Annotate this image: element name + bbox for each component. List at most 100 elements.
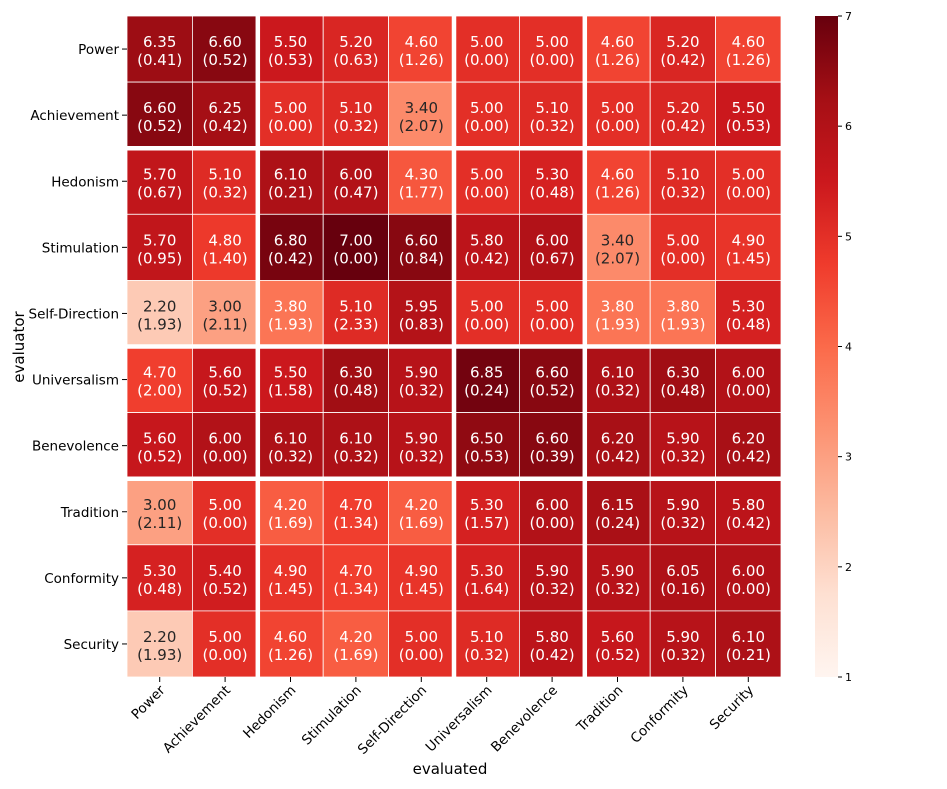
- cell-value-label: 5.00 (0.00): [726, 165, 771, 201]
- x-tick-label: Stimulation: [299, 683, 365, 749]
- cell-value-label: 6.10 (0.32): [333, 430, 378, 466]
- cell-value-label: 4.90 (1.45): [399, 562, 444, 598]
- cell-value-label: 5.00 (0.00): [399, 628, 444, 664]
- colorbar-tick-label: 3: [845, 451, 852, 464]
- y-tick-label: Hedonism: [51, 174, 119, 190]
- cell-value-label: 6.60 (0.39): [530, 430, 575, 466]
- x-axis-title: evaluated: [413, 760, 488, 778]
- cell-value-label: 5.00 (0.00): [530, 297, 575, 333]
- heatmap-cell: [649, 544, 717, 612]
- cell-value-label: 5.00 (0.00): [530, 33, 575, 69]
- heatmap-cell: [715, 544, 782, 612]
- heatmap-cell: [519, 610, 586, 678]
- colorbar-tick-label: 2: [845, 561, 852, 574]
- cell-value-label: 5.50 (0.53): [268, 33, 313, 69]
- cell-value-label: 4.60 (1.26): [595, 165, 640, 201]
- y-tick-label: Power: [78, 42, 119, 58]
- heatmap-cell: [519, 147, 586, 215]
- heatmap-cell: [388, 544, 455, 612]
- cell-value-label: 5.30 (0.48): [726, 297, 771, 333]
- colorbar: 1 2 3 4 5 6 7: [815, 10, 852, 684]
- cell-value-label: 6.10 (0.32): [268, 430, 313, 466]
- colorbar-tick-label: 1: [845, 671, 852, 684]
- cell-value-label: 6.50 (0.53): [464, 430, 509, 466]
- cell-value-label: 5.90 (0.32): [399, 430, 444, 466]
- heatmap-cell: [126, 147, 193, 215]
- cell-value-label: 6.30 (0.48): [333, 364, 378, 400]
- cell-value-label: 5.10 (0.32): [464, 628, 509, 664]
- heatmap-cell: [191, 610, 259, 678]
- x-tick-label: Conformity: [628, 683, 692, 747]
- cell-value-label: 6.25 (0.42): [203, 99, 248, 135]
- heatmap-cell: [322, 544, 390, 612]
- heatmap-cell: [126, 15, 193, 83]
- cell-value-label: 6.05 (0.16): [660, 562, 705, 598]
- heatmap-cell: [649, 412, 717, 480]
- cell-value-label: 4.90 (1.45): [268, 562, 313, 598]
- heatmap-cell: [322, 15, 390, 83]
- cell-value-label: 2.20 (1.93): [137, 628, 182, 664]
- heatmap-cell: [322, 346, 390, 413]
- cell-value-label: 5.20 (0.63): [333, 33, 378, 69]
- y-tick-label: Universalism: [32, 373, 119, 389]
- heatmap-cell: [322, 412, 390, 480]
- cell-value-label: 6.60 (0.52): [530, 364, 575, 400]
- heatmap-cell: [453, 544, 520, 612]
- cell-value-label: 5.10 (0.32): [530, 99, 575, 135]
- cell-value-label: 5.60 (0.52): [595, 628, 640, 664]
- cell-value-label: 6.10 (0.21): [268, 165, 313, 201]
- cell-value-label: 6.10 (0.21): [726, 628, 771, 664]
- cell-value-label: 5.10 (0.32): [203, 165, 248, 201]
- colorbar-tick-label: 4: [845, 341, 852, 354]
- cell-value-label: 5.80 (0.42): [464, 231, 509, 267]
- cell-value-label: 4.20 (1.69): [399, 496, 444, 532]
- cell-value-label: 5.50 (0.53): [726, 99, 771, 135]
- heatmap-cell: [715, 213, 782, 281]
- y-tick-label: Conformity: [44, 571, 119, 587]
- cell-labels: 6.35 (0.41) 6.60 (0.52) 5.50 (0.53) 5.20 (0.63)…: [137, 33, 771, 664]
- heatmap-cell: [388, 147, 455, 215]
- y-tick-label: Benevolence: [32, 439, 119, 455]
- heatmap-cell: [649, 346, 717, 413]
- heatmap-cell: [649, 478, 717, 546]
- heatmap-cell: [584, 544, 651, 612]
- heatmap-cell: [453, 610, 520, 678]
- y-axis-title: evaluator: [10, 310, 28, 382]
- heatmap-cell: [453, 478, 520, 546]
- cell-value-label: 5.20 (0.42): [660, 33, 705, 69]
- heatmap-cell: [126, 412, 193, 480]
- cell-value-label: 4.80 (1.40): [203, 231, 248, 267]
- heatmap-cell: [191, 15, 259, 83]
- cell-value-label: 6.20 (0.42): [726, 430, 771, 466]
- x-tick-label: Security: [707, 683, 758, 734]
- cell-value-label: 4.60 (1.26): [399, 33, 444, 69]
- heatmap-cell: [191, 478, 259, 546]
- cell-value-label: 5.90 (0.32): [530, 562, 575, 598]
- cell-value-label: 6.00 (0.67): [530, 231, 575, 267]
- cell-value-label: 5.30 (0.48): [530, 165, 575, 201]
- cell-value-label: 3.40 (2.07): [399, 99, 444, 135]
- cell-value-label: 6.60 (0.52): [137, 99, 182, 135]
- cell-value-label: 4.60 (1.26): [595, 33, 640, 69]
- heatmap-cell: [388, 15, 455, 83]
- heatmap-cell: [388, 478, 455, 546]
- cell-value-label: 5.80 (0.42): [726, 496, 771, 532]
- cell-value-label: 5.30 (1.57): [464, 496, 509, 532]
- cell-value-label: 5.00 (0.00): [203, 496, 248, 532]
- y-tick-label: Self-Direction: [29, 306, 120, 322]
- heatmap-cell: [519, 346, 586, 413]
- cell-value-label: 5.95 (0.83): [399, 297, 444, 333]
- heatmap-cell: [388, 610, 455, 678]
- cell-value-label: 3.40 (2.07): [595, 231, 640, 267]
- heatmap-cell: [584, 213, 651, 281]
- cell-value-label: 6.00 (0.47): [333, 165, 378, 201]
- cell-value-label: 5.00 (0.00): [464, 297, 509, 333]
- cell-value-label: 5.10 (2.33): [333, 297, 378, 333]
- heatmap-cell: [649, 610, 717, 678]
- cell-value-label: 6.60 (0.52): [203, 33, 248, 69]
- y-axis: Power Achievement Hedonism Stimulation Self-…: [29, 42, 127, 653]
- cell-value-label: 6.20 (0.42): [595, 430, 640, 466]
- cell-value-label: 5.00 (0.00): [464, 99, 509, 135]
- cell-value-label: 5.30 (0.48): [137, 562, 182, 598]
